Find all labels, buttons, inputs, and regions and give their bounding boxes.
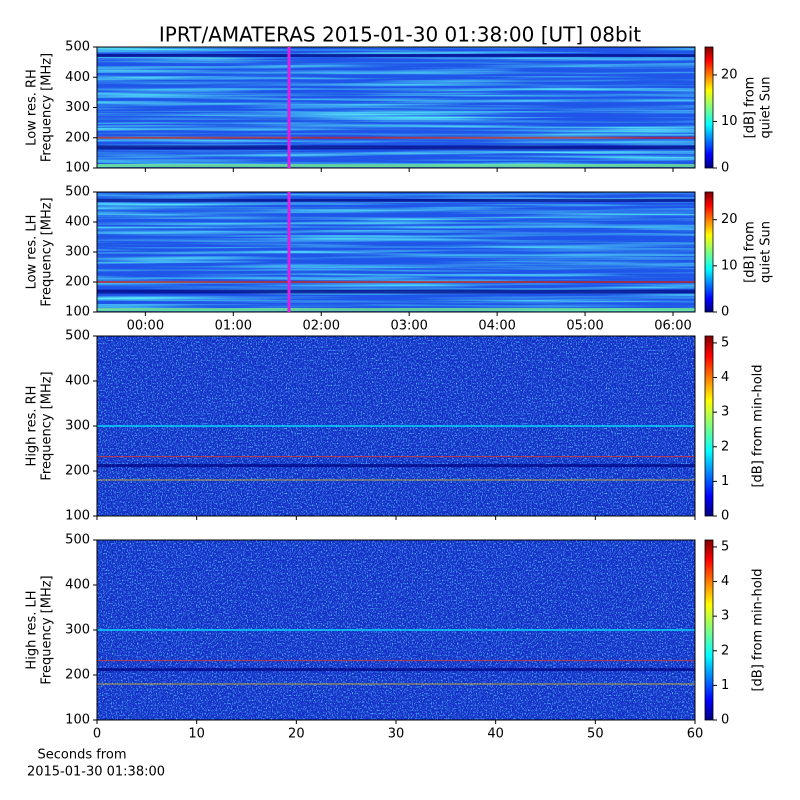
chart-title: IPRT/AMATERAS 2015-01-30 01:38:00 [UT] 0… — [159, 23, 641, 47]
x-tick-label: 05:00 — [566, 319, 603, 334]
y-tick-label: 200 — [65, 130, 90, 145]
colorbar-tick-label: 20 — [721, 212, 738, 227]
x-tick-label: 04:00 — [478, 319, 515, 334]
x-tick-label: 30 — [388, 727, 405, 742]
y-tick-label: 300 — [65, 245, 90, 260]
spectral-band — [97, 683, 695, 685]
y-tick-label: 100 — [65, 305, 90, 320]
y-axis-label: Frequency [MHz] — [40, 575, 55, 684]
colorbar-tick-label: 2 — [721, 643, 729, 658]
spectral-band — [97, 136, 695, 139]
y-tick-label: 200 — [65, 464, 90, 479]
colorbar-tick-label: 0 — [721, 509, 729, 524]
x-axis-label: 2015-01-30 01:38:00 — [27, 765, 165, 780]
spectral-band — [97, 164, 695, 168]
x-tick-label: 10 — [188, 727, 205, 742]
y-tick-label: 300 — [65, 623, 90, 638]
colorbar-label: [dB] from min-hold — [751, 568, 766, 691]
y-tick-label: 400 — [65, 374, 90, 389]
colorbar-tick-label: 1 — [721, 474, 729, 489]
colorbar-tick-label: 10 — [721, 258, 738, 273]
spectral-band — [97, 425, 695, 427]
colorbar-tick-label: 5 — [721, 539, 729, 554]
x-tick-label: 02:00 — [303, 319, 340, 334]
spectral-band — [97, 456, 695, 458]
y-tick-label: 500 — [65, 40, 90, 55]
colorbar-label: [dB] from — [743, 221, 758, 283]
x-tick-label: 40 — [487, 727, 504, 742]
colorbar-tick-label: 1 — [721, 678, 729, 693]
colorbar-tick-label: 20 — [721, 67, 738, 82]
spectral-band — [97, 289, 695, 294]
spectrogram-texture — [97, 192, 695, 312]
y-tick-label: 100 — [65, 509, 90, 524]
x-tick-label: 20 — [288, 727, 305, 742]
y-axis-label: High res. LH — [25, 590, 40, 669]
spectral-band — [97, 629, 695, 631]
y-axis-label: Low res. LH — [25, 215, 40, 290]
x-tick-label: 0 — [93, 727, 101, 742]
colorbar — [704, 539, 714, 721]
colorbar-tick-label: 0 — [721, 305, 729, 320]
colorbar-tick-label: 3 — [721, 609, 729, 624]
colorbar-label: quiet Sun — [759, 76, 774, 138]
spectral-band — [97, 145, 695, 150]
spectral-band — [97, 281, 695, 283]
spectrogram-texture — [97, 47, 695, 168]
colorbar-label: [dB] from min-hold — [751, 364, 766, 487]
colorbar — [704, 191, 714, 313]
spectral-band — [97, 479, 695, 481]
y-axis-label: Frequency [MHz] — [40, 197, 55, 306]
colorbar-tick-label: 4 — [721, 370, 729, 385]
y-tick-label: 200 — [65, 275, 90, 290]
spectral-band — [97, 668, 695, 672]
y-tick-label: 400 — [65, 215, 90, 230]
x-tick-label: 06:00 — [654, 319, 691, 334]
y-tick-label: 200 — [65, 668, 90, 683]
y-tick-label: 100 — [65, 161, 90, 176]
x-axis-label: Seconds from — [37, 748, 126, 763]
colorbar-tick-label: 4 — [721, 574, 729, 589]
colorbar-label: [dB] from — [743, 77, 758, 139]
spectral-band — [97, 198, 695, 202]
colorbar-tick-label: 0 — [721, 713, 729, 728]
x-tick-label: 60 — [687, 727, 704, 742]
colorbar-tick-label: 2 — [721, 439, 729, 454]
y-tick-label: 500 — [65, 329, 90, 344]
y-axis-label: High res. RH — [25, 386, 40, 467]
colorbar-tick-label: 3 — [721, 405, 729, 420]
x-tick-label: 00:00 — [127, 319, 164, 334]
spectral-band — [97, 53, 695, 57]
x-tick-label: 03:00 — [390, 319, 427, 334]
spectral-band — [97, 308, 695, 312]
y-tick-label: 400 — [65, 578, 90, 593]
colorbar-tick-label: 10 — [721, 114, 738, 129]
colorbar-label: quiet Sun — [759, 221, 774, 283]
spectral-band — [97, 660, 695, 662]
y-axis-label: Frequency [MHz] — [40, 53, 55, 162]
y-tick-label: 500 — [65, 185, 90, 200]
y-tick-label: 400 — [65, 70, 90, 85]
colorbar-tick-label: 0 — [721, 161, 729, 176]
y-axis-label: Low res. RH — [25, 69, 40, 146]
y-axis-label: Frequency [MHz] — [40, 371, 55, 480]
x-tick-label: 50 — [587, 727, 604, 742]
colorbar — [704, 335, 714, 517]
colorbar — [704, 46, 714, 169]
y-tick-label: 300 — [65, 100, 90, 115]
colorbar-tick-label: 5 — [721, 335, 729, 350]
y-tick-label: 300 — [65, 419, 90, 434]
x-tick-label: 01:00 — [215, 319, 252, 334]
spectral-band — [97, 464, 695, 468]
y-tick-label: 100 — [65, 713, 90, 728]
y-tick-label: 500 — [65, 533, 90, 548]
